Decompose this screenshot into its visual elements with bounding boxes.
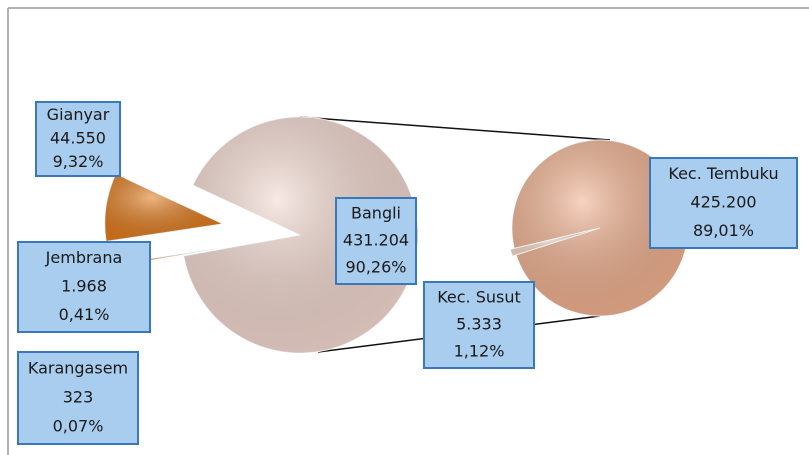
value-label: 425.200 — [690, 193, 756, 212]
data-label-box — [423, 281, 535, 369]
data-label-box — [17, 241, 151, 333]
percent-label: 9,32% — [53, 152, 104, 171]
category-label: Kec. Tembuku — [668, 164, 778, 183]
category-label: Karangasem — [28, 358, 128, 377]
data-label-box — [35, 101, 121, 177]
category-label: Jembrana — [45, 248, 123, 267]
category-label: Kec. Susut — [437, 287, 521, 306]
value-label: 431.204 — [343, 231, 409, 250]
data-label-box — [335, 197, 417, 285]
value-label: 323 — [63, 388, 94, 407]
labels: Gianyar 44.550 9,32% Jembrana 1.968 0,41% Kara… — [17, 101, 798, 445]
percent-label: 1,12% — [454, 342, 505, 361]
value-label: 5.333 — [456, 315, 502, 334]
percent-label: 89,01% — [693, 221, 754, 240]
percent-label: 90,26% — [345, 258, 406, 277]
percent-label: 0,07% — [53, 417, 104, 436]
value-label: 44.550 — [50, 129, 106, 148]
data-label-box — [649, 157, 798, 249]
data-label-box — [17, 351, 139, 445]
category-label: Bangli — [351, 203, 401, 222]
percent-label: 0,41% — [59, 305, 110, 324]
value-label: 1.968 — [61, 277, 107, 296]
category-label: Gianyar — [47, 105, 110, 124]
